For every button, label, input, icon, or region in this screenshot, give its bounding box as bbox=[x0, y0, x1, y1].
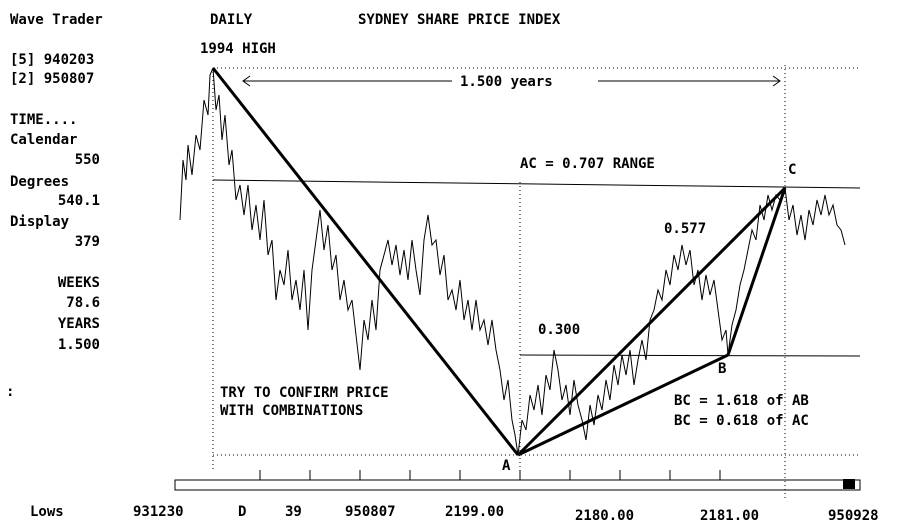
footer-value: 39 bbox=[285, 504, 302, 520]
weeks-value: 78.6 bbox=[66, 295, 100, 311]
footer-value: 2181.00 bbox=[700, 508, 759, 524]
footer-value: D bbox=[238, 504, 246, 520]
calendar-value: 550 bbox=[75, 152, 100, 168]
ac-label: AC = 0.707 RANGE bbox=[520, 156, 655, 172]
footer-value: 950807 bbox=[345, 504, 396, 520]
price-trace bbox=[179, 67, 846, 456]
range-line bbox=[212, 179, 861, 189]
date-label: [5] 940203 bbox=[10, 52, 94, 68]
wave-line bbox=[516, 186, 787, 457]
bc-label: BC = 1.618 of AB bbox=[674, 393, 809, 409]
scroll-thumb[interactable] bbox=[843, 479, 855, 489]
footer-value: 950928 bbox=[828, 508, 879, 524]
footer-value: 2180.00 bbox=[575, 508, 634, 524]
scrollbar bbox=[174, 479, 861, 491]
high-label: 1994 HIGH bbox=[200, 41, 276, 57]
degrees-label: Degrees bbox=[10, 174, 69, 190]
span-label: 1.500 years bbox=[460, 74, 553, 90]
display-value: 379 bbox=[75, 234, 100, 250]
note: WITH COMBINATIONS bbox=[220, 403, 363, 419]
date-label: [2] 950807 bbox=[10, 71, 94, 87]
years-value: 1.500 bbox=[58, 337, 100, 353]
marker: : bbox=[6, 384, 14, 400]
time-label: TIME.... bbox=[10, 112, 77, 128]
period: DAILY bbox=[210, 12, 253, 28]
ratio-label: 0.577 bbox=[664, 221, 706, 237]
point-label: A bbox=[502, 458, 511, 474]
wave-line bbox=[211, 67, 520, 456]
bc-label: BC = 0.618 of AC bbox=[674, 413, 809, 429]
level-line bbox=[519, 354, 861, 357]
ratio-label: 0.300 bbox=[538, 322, 580, 338]
wave-line bbox=[726, 187, 787, 356]
footer-label: Lows bbox=[30, 504, 64, 520]
calendar-label: Calendar bbox=[10, 132, 77, 148]
note: TRY TO CONFIRM PRICE bbox=[220, 385, 389, 401]
footer-value: 2199.00 bbox=[445, 504, 504, 520]
chart-title: SYDNEY SHARE PRICE INDEX bbox=[358, 12, 561, 28]
wave-line bbox=[517, 353, 729, 457]
display-label: Display bbox=[10, 214, 70, 230]
point-label: C bbox=[788, 162, 796, 178]
span-arrow bbox=[242, 75, 781, 87]
weeks-label: WEEKS bbox=[58, 275, 100, 291]
years-label: YEARS bbox=[58, 316, 100, 332]
footer-value: 931230 bbox=[133, 504, 184, 520]
degrees-value: 540.1 bbox=[58, 193, 100, 209]
app-name: Wave Trader bbox=[10, 12, 103, 28]
point-label: B bbox=[718, 361, 726, 377]
time-ticks bbox=[259, 470, 721, 480]
